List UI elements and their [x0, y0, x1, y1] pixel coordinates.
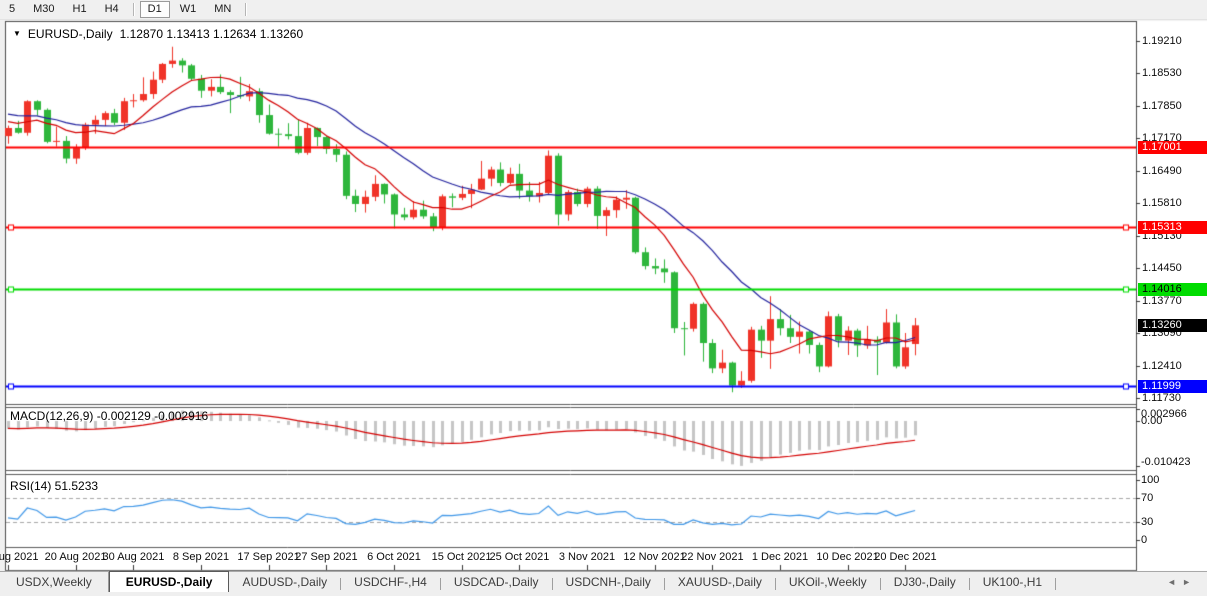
- price-axis-label: 1.13770: [1142, 294, 1182, 307]
- tab-divider: [774, 578, 776, 590]
- rsi-axis-label: 0: [1141, 534, 1148, 546]
- toolbar-separator: [132, 3, 134, 16]
- tab-usdchf-h4[interactable]: USDCHF-,H4: [354, 574, 427, 589]
- date-axis-label: 25 Oct 2021: [489, 551, 550, 563]
- date-axis-label: 20 Aug 2021: [44, 551, 107, 563]
- tab-usdcad-daily[interactable]: USDCAD-,Daily: [453, 574, 539, 589]
- price-axis-label: 1.11730: [1142, 392, 1181, 405]
- price-axis-label: 1.16490: [1142, 164, 1182, 177]
- rsi-indicator-label: RSI(14) 51.5233: [10, 479, 99, 493]
- price-axis-label: 1.17850: [1142, 99, 1182, 112]
- tab-uk100-h1[interactable]: UK100-,H1: [982, 574, 1043, 589]
- date-axis-label: 30 Aug 2021: [102, 551, 165, 563]
- chart-title: ▼ EURUSD-,Daily 1.12870 1.13413 1.12634 …: [13, 27, 303, 41]
- price-axis-label: 1.19210: [1142, 35, 1182, 47]
- date-axis-label: 17 Sep 2021: [237, 551, 300, 563]
- tab-scroll-arrows: ◄►: [1167, 577, 1197, 587]
- date-axis-label: 8 Sep 2021: [172, 551, 230, 563]
- rsi-axis-label: 100: [1141, 474, 1160, 486]
- date-axis-label: 15 Oct 2021: [431, 551, 492, 563]
- timeframe-button-d1[interactable]: D1: [139, 1, 170, 18]
- tab-divider: [1055, 578, 1057, 590]
- tab-usdcnh-daily[interactable]: USDCNH-,Daily: [565, 574, 651, 589]
- tab-divider: [663, 578, 665, 590]
- price-line-label: 1.14016: [1138, 283, 1207, 296]
- tab-ukoil-weekly[interactable]: UKOil-,Weekly: [788, 574, 867, 589]
- price-axis-label: 1.15810: [1142, 197, 1182, 210]
- timeframe-button-m30[interactable]: M30: [33, 3, 55, 15]
- date-axis-label: 1 Dec 2021: [751, 551, 809, 563]
- date-axis-label: 20 Dec 2021: [874, 551, 937, 563]
- price-line-label: 1.17001: [1138, 141, 1207, 154]
- date-axis-label: 22 Nov 2021: [681, 551, 744, 563]
- date-axis-label: 27 Sep 2021: [295, 551, 358, 563]
- date-axis-label: 11 Aug 2021: [0, 551, 39, 563]
- tab-divider: [340, 578, 342, 590]
- price-axis-label: 1.12410: [1142, 359, 1182, 372]
- timeframe-button-5[interactable]: 5: [9, 3, 16, 15]
- date-axis-label: 6 Oct 2021: [367, 551, 421, 563]
- timeframe-toolbar: 5 M30 H1 H4 D1 W1 MN: [0, 0, 1207, 20]
- timeframe-button-h1[interactable]: H1: [72, 3, 87, 15]
- chart-collapse-icon[interactable]: ▼: [13, 29, 21, 38]
- tab-audusd-daily[interactable]: AUDUSD-,Daily: [242, 574, 328, 589]
- tab-divider: [879, 578, 881, 590]
- tab-dj30-daily[interactable]: DJ30-,Daily: [893, 574, 956, 589]
- macd-axis-label: -0.010423: [1141, 456, 1191, 468]
- price-line-label: 1.11999: [1138, 380, 1207, 393]
- tab-scroll-left-icon[interactable]: ◄: [1167, 577, 1183, 587]
- price-axis-label: 1.18530: [1142, 67, 1182, 80]
- timeframe-button-w1[interactable]: W1: [179, 3, 197, 15]
- timeframe-button-h4[interactable]: H4: [104, 3, 119, 15]
- date-axis-label: 3 Nov 2021: [558, 551, 616, 563]
- price-line-label: 1.15313: [1138, 221, 1207, 234]
- date-axis-label: 12 Nov 2021: [623, 551, 686, 563]
- toolbar-separator: [245, 3, 247, 16]
- price-axis-label: 1.14450: [1142, 262, 1182, 275]
- price-line-label: 1.13260: [1138, 319, 1207, 332]
- chart-symbol-label: EURUSD-,Daily: [27, 27, 113, 41]
- tab-divider: [968, 578, 970, 590]
- tab-xauusd-daily[interactable]: XAUUSD-,Daily: [677, 574, 762, 589]
- date-axis-label: 10 Dec 2021: [816, 551, 879, 563]
- rsi-axis-label: 30: [1141, 516, 1154, 528]
- rsi-axis-label: 70: [1141, 492, 1154, 504]
- chart-ohlc-values: 1.12870 1.13413 1.12634 1.13260: [119, 27, 304, 41]
- symbol-tab-bar: USDX,Weekly EURUSD-,Daily AUDUSD-,Daily USD…: [0, 571, 1207, 596]
- macd-axis-label: 0.00: [1141, 415, 1163, 427]
- tab-divider: [551, 578, 553, 590]
- timeframe-button-mn[interactable]: MN: [214, 3, 232, 15]
- tab-scroll-right-icon[interactable]: ►: [1182, 577, 1197, 587]
- tab-usdx-weekly[interactable]: USDX,Weekly: [0, 572, 109, 592]
- tab-divider: [439, 578, 441, 590]
- tab-eurusd-daily[interactable]: EURUSD-,Daily: [108, 571, 230, 592]
- macd-axis-label: 0.002966: [1141, 408, 1187, 420]
- macd-indicator-label: MACD(12,26,9) -0.002129 -0.002916: [10, 409, 209, 423]
